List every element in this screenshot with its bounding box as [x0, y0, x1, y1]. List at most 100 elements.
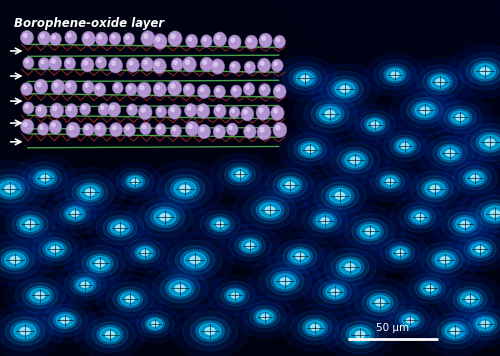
Circle shape	[42, 304, 88, 336]
Circle shape	[372, 233, 428, 273]
Circle shape	[376, 171, 404, 192]
Circle shape	[129, 106, 132, 110]
Circle shape	[17, 215, 43, 234]
Circle shape	[234, 235, 266, 257]
Circle shape	[474, 64, 496, 79]
Circle shape	[137, 247, 153, 258]
Circle shape	[146, 161, 224, 216]
Circle shape	[288, 134, 333, 166]
Circle shape	[437, 276, 500, 323]
Circle shape	[390, 245, 410, 260]
Circle shape	[168, 80, 182, 96]
Circle shape	[414, 277, 446, 299]
Circle shape	[490, 210, 500, 217]
Circle shape	[27, 286, 53, 305]
Circle shape	[274, 35, 285, 48]
Circle shape	[310, 64, 380, 114]
Circle shape	[288, 247, 312, 265]
Circle shape	[198, 84, 210, 99]
Circle shape	[156, 232, 234, 287]
Circle shape	[141, 31, 155, 46]
Circle shape	[448, 212, 482, 236]
Circle shape	[435, 253, 455, 267]
Circle shape	[415, 103, 435, 117]
Circle shape	[10, 321, 40, 341]
Circle shape	[0, 178, 24, 199]
Circle shape	[440, 146, 460, 160]
Circle shape	[37, 83, 41, 87]
Circle shape	[242, 240, 258, 252]
Circle shape	[124, 123, 136, 137]
Circle shape	[386, 69, 404, 81]
Circle shape	[262, 87, 264, 90]
Circle shape	[466, 58, 500, 85]
Circle shape	[267, 233, 333, 280]
Circle shape	[152, 58, 166, 74]
Circle shape	[282, 304, 348, 351]
Circle shape	[0, 241, 41, 278]
Circle shape	[113, 287, 147, 311]
Circle shape	[459, 52, 500, 90]
Circle shape	[298, 141, 322, 158]
Circle shape	[200, 35, 212, 47]
Circle shape	[366, 228, 374, 235]
Circle shape	[24, 122, 27, 126]
Circle shape	[175, 285, 185, 292]
Circle shape	[40, 126, 43, 129]
Circle shape	[38, 31, 50, 45]
Circle shape	[312, 276, 358, 308]
Circle shape	[44, 241, 66, 257]
Circle shape	[274, 62, 278, 66]
Circle shape	[468, 241, 491, 257]
Circle shape	[458, 290, 482, 308]
Circle shape	[254, 309, 276, 325]
Circle shape	[412, 101, 438, 120]
Circle shape	[70, 274, 100, 296]
Circle shape	[430, 75, 450, 89]
Circle shape	[276, 88, 280, 91]
Circle shape	[335, 82, 355, 96]
Circle shape	[367, 119, 383, 130]
Circle shape	[340, 86, 349, 92]
Circle shape	[126, 104, 138, 116]
Circle shape	[103, 216, 137, 240]
Circle shape	[433, 141, 467, 165]
Circle shape	[458, 233, 500, 265]
Circle shape	[314, 213, 336, 229]
Circle shape	[256, 200, 283, 220]
Circle shape	[52, 36, 56, 39]
Circle shape	[276, 239, 324, 273]
Circle shape	[174, 181, 196, 197]
Circle shape	[65, 31, 77, 44]
Circle shape	[71, 211, 79, 216]
Circle shape	[260, 203, 280, 218]
Circle shape	[20, 30, 34, 45]
Circle shape	[306, 147, 314, 152]
Circle shape	[160, 214, 170, 221]
Circle shape	[142, 261, 218, 316]
Circle shape	[296, 253, 304, 260]
Circle shape	[15, 278, 65, 313]
Circle shape	[144, 61, 148, 64]
Circle shape	[386, 179, 394, 184]
Circle shape	[425, 182, 445, 196]
Circle shape	[144, 34, 148, 38]
Circle shape	[446, 282, 494, 316]
Circle shape	[444, 106, 476, 129]
Circle shape	[420, 242, 470, 278]
Circle shape	[417, 129, 483, 177]
Circle shape	[458, 187, 500, 240]
Circle shape	[352, 219, 388, 244]
Circle shape	[280, 278, 289, 284]
Circle shape	[302, 319, 328, 336]
Circle shape	[100, 328, 120, 342]
Circle shape	[198, 124, 210, 139]
Circle shape	[283, 244, 317, 268]
Circle shape	[128, 176, 142, 187]
Circle shape	[22, 162, 68, 194]
Circle shape	[186, 86, 189, 90]
Circle shape	[172, 304, 248, 356]
Circle shape	[24, 227, 86, 272]
Circle shape	[274, 274, 295, 289]
Circle shape	[56, 314, 74, 327]
